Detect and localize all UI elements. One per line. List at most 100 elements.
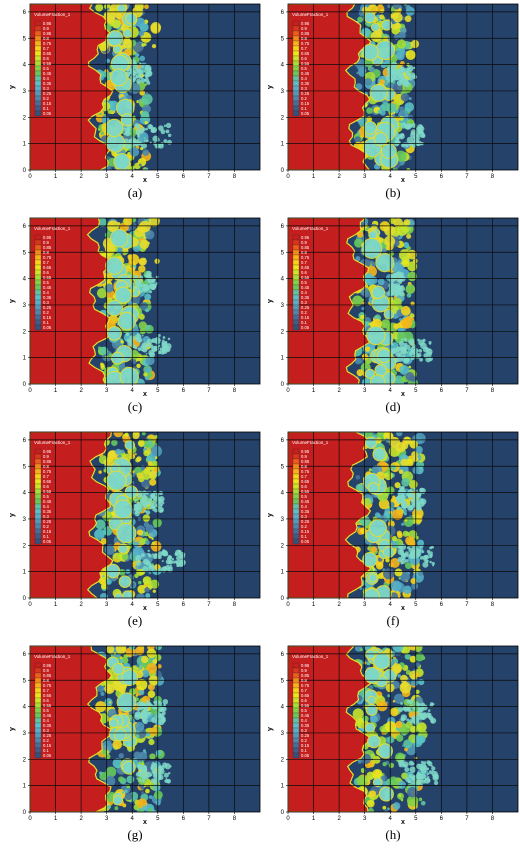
mixing-blob (388, 762, 395, 769)
mixing-blob (411, 582, 419, 590)
legend-level-label: 0.5 (43, 66, 49, 71)
jet-blob (142, 347, 148, 353)
mixing-blob (139, 538, 147, 545)
mixing-blob (152, 783, 161, 792)
jet-blob (418, 339, 425, 346)
jet-blob (140, 78, 146, 83)
y-tick-label: 3 (23, 303, 27, 309)
jet-blob (400, 338, 404, 341)
legend-level-label: 0.6 (301, 484, 307, 489)
mixing-blob (139, 89, 146, 96)
mixing-blob (396, 224, 408, 236)
top-blob (151, 44, 157, 49)
jet-blob (143, 558, 150, 565)
legend-level-label: 0.35 (43, 295, 52, 300)
mixing-blob (401, 112, 405, 117)
legend-level-label: 0.6 (43, 270, 49, 275)
x-tick-label: 4 (131, 174, 135, 180)
legend-level-label: 0.1 (301, 106, 307, 111)
legend-swatch (292, 25, 300, 32)
top-blob (380, 8, 385, 14)
legend-title: VolumeFraction_1 (292, 12, 329, 17)
x-tick-label: 5 (156, 388, 160, 394)
legend-swatch (292, 508, 300, 515)
jet-blob (153, 508, 159, 513)
legend-swatch (34, 712, 42, 719)
jet-blob (146, 771, 152, 778)
mixing-blob (406, 293, 412, 298)
jet-blob (426, 559, 429, 562)
mixing-blob (104, 283, 114, 293)
legend-swatch (34, 697, 42, 704)
legend-level-label: 0.2 (43, 96, 49, 101)
legend-swatch (34, 25, 42, 32)
mixing-blob (404, 518, 408, 522)
jet-blob (149, 283, 157, 291)
legend-level-label: 0.5 (43, 280, 49, 285)
legend-swatch (34, 90, 42, 97)
jet-blob (426, 772, 430, 775)
mixing-blob (118, 363, 126, 371)
mixing-blob (414, 445, 423, 454)
top-blob (148, 218, 160, 227)
y-tick-label: 0 (281, 382, 285, 388)
legend-level-label: 0.3 (301, 86, 307, 91)
jet-blob (405, 344, 411, 350)
jet-blob (421, 133, 426, 139)
legend-swatch (34, 488, 42, 495)
mixing-blob (149, 727, 159, 736)
interface-bubble (124, 439, 136, 451)
legend-level-label: 0.75 (301, 683, 310, 688)
mixing-blob (396, 51, 405, 61)
plot-frame (29, 431, 261, 599)
mixing-blob (417, 570, 424, 576)
legend-level-label: 0.65 (43, 479, 52, 484)
mixing-blob (392, 495, 396, 499)
mixing-blob (101, 740, 113, 753)
contour-plot: 0 1 2 3 4 5 6 7 80123456xyVolumeFraction_10.950.… (9, 217, 261, 398)
mixing-blob (401, 259, 410, 268)
mixing-blob (364, 78, 373, 86)
interface-bubble (106, 325, 122, 341)
legend-swatch (292, 682, 300, 689)
x-tick-label: 5 (414, 602, 418, 608)
jet-blob (416, 710, 420, 714)
legend-level-label: 0.95 (301, 21, 310, 26)
legend-swatch (34, 319, 42, 326)
legend-level-label: 0.55 (301, 275, 310, 280)
jet-blob (406, 546, 411, 550)
y-tick-label: 4 (23, 705, 27, 711)
jet-blob (146, 502, 148, 505)
jet-blob (145, 70, 153, 77)
x-tick-label: 2 (79, 174, 83, 180)
interface-bubble (109, 68, 128, 87)
legend-title: VolumeFraction_1 (34, 226, 71, 231)
jet-blob (396, 70, 403, 76)
legend-level-label: 0.95 (43, 449, 52, 454)
legend-swatch (34, 702, 42, 709)
mixing-blob (104, 544, 115, 555)
mixing-blob (399, 116, 404, 121)
mixing-blob (369, 790, 377, 798)
mixing-blob (359, 648, 363, 652)
mixing-blob (145, 92, 148, 95)
jet-blob (410, 778, 417, 785)
legend-swatch (292, 702, 300, 709)
mixing-blob (115, 448, 122, 455)
legend-title: VolumeFraction_1 (34, 440, 71, 445)
mixing-blob (144, 366, 151, 373)
jet-blob (390, 74, 393, 77)
jet-blob (399, 291, 405, 297)
interface-bubble (368, 573, 378, 583)
jet-blob (136, 288, 140, 292)
y-tick-label: 2 (281, 757, 285, 763)
mixing-blob (118, 753, 124, 759)
mixing-blob (397, 674, 402, 678)
mixing-blob (396, 432, 403, 437)
x-axis-label: x (401, 177, 405, 184)
mixing-blob (107, 109, 112, 114)
legend-level-label: 0.9 (301, 454, 307, 459)
x-tick-label: 3 (105, 602, 109, 608)
top-blob (406, 233, 412, 239)
mixing-blob (138, 30, 145, 37)
